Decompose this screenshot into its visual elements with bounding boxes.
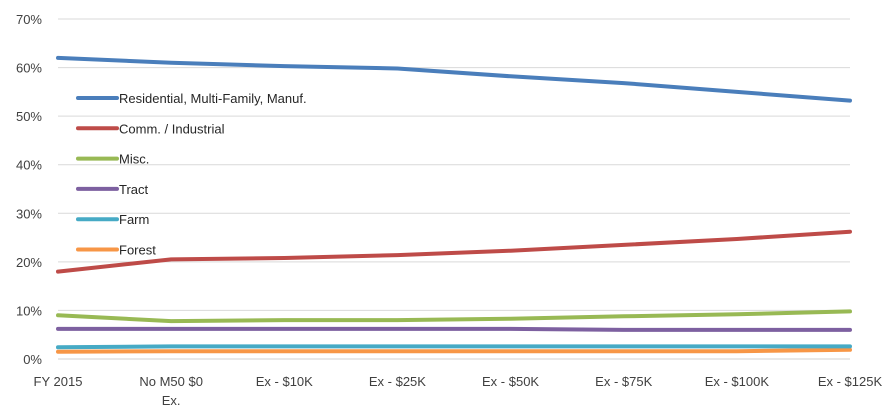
- series-line: [56, 344, 852, 350]
- x-tick-label: Ex - $10K: [256, 374, 313, 389]
- series-line: [56, 326, 852, 332]
- y-axis-ticks: 0% 10% 20% 30% 40% 50% 60% 70%: [16, 12, 42, 367]
- x-tick-label: FY 2015: [34, 374, 83, 389]
- series-lines: [56, 55, 852, 354]
- series-line: [56, 229, 852, 274]
- series-line: [56, 347, 852, 354]
- series-line: [56, 55, 852, 103]
- x-tick-label: Ex - $50K: [482, 374, 539, 389]
- y-tick-label: 40%: [16, 158, 42, 173]
- x-tick-label: Ex - $25K: [369, 374, 426, 389]
- x-tick-label: No M50 $0 Ex.: [139, 374, 203, 408]
- grid-lines: [58, 18, 850, 360]
- series-line: [56, 309, 852, 324]
- x-tick-label: Ex - $75K: [595, 374, 652, 389]
- y-tick-label: 70%: [16, 12, 42, 27]
- y-tick-label: 10%: [16, 303, 42, 318]
- legend-label: Comm. / Industrial: [119, 121, 225, 136]
- legend: Residential, Multi-Family, Manuf. Comm. /…: [76, 91, 307, 258]
- x-tick-label: Ex - $125K: [818, 374, 883, 389]
- y-tick-label: 50%: [16, 109, 42, 124]
- legend-label: Farm: [119, 212, 149, 227]
- y-tick-label: 60%: [16, 61, 42, 76]
- x-tick-label: Ex - $100K: [705, 374, 770, 389]
- y-tick-label: 0%: [23, 352, 42, 367]
- x-axis-ticks: FY 2015 No M50 $0 Ex. Ex - $10K Ex - $25K Ex …: [34, 374, 883, 408]
- y-tick-label: 30%: [16, 206, 42, 221]
- legend-label: Tract: [119, 182, 149, 197]
- legend-label: Residential, Multi-Family, Manuf.: [119, 91, 307, 106]
- y-tick-label: 20%: [16, 255, 42, 270]
- legend-label: Misc.: [119, 152, 149, 167]
- legend-label: Forest: [119, 243, 156, 258]
